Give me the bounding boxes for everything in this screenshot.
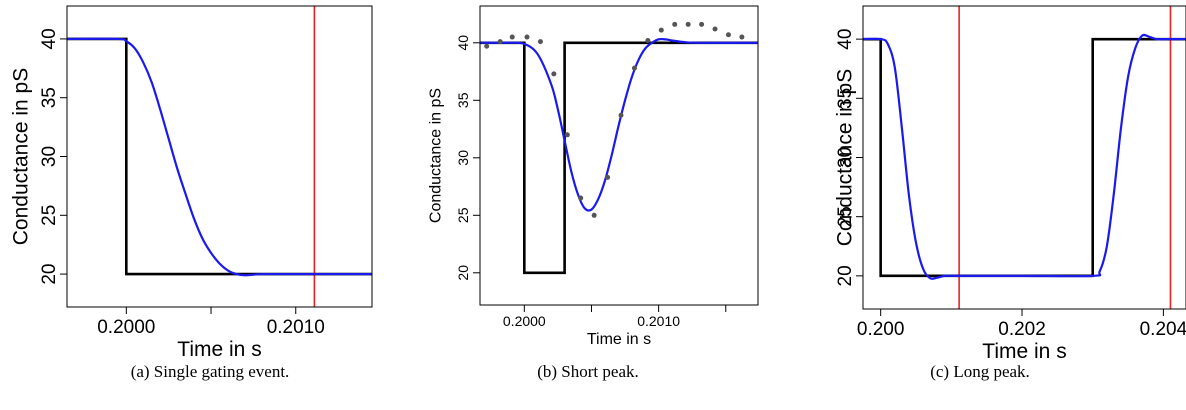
data-point-b (685, 21, 691, 27)
y-tick-label-a: 40 (39, 28, 60, 49)
data-point-b (605, 174, 611, 180)
data-point-b (551, 71, 557, 77)
y-tick-label-b: 25 (455, 207, 471, 223)
y-tick-label-c: 20 (835, 265, 856, 286)
data-point-b (591, 212, 597, 218)
data-point-b (564, 132, 570, 138)
data-point-b (618, 112, 624, 118)
data-point-b (699, 21, 705, 27)
y-tick-label-a: 20 (39, 264, 60, 285)
y-tick-label-c: 25 (835, 206, 856, 227)
data-point-b (537, 39, 543, 45)
step-line-b (480, 41, 758, 275)
data-point-b (484, 43, 490, 49)
y-tick-label-b: 20 (455, 265, 471, 281)
y-tick-label-c: 30 (835, 147, 856, 168)
y-tick-label-a: 30 (39, 146, 60, 167)
x-axis-title-b: Time in s (587, 331, 651, 348)
caption-c: (c) Long peak. (930, 362, 1030, 381)
y-axis-title-b: Conductance in pS (428, 88, 445, 223)
fit-curve-b (480, 37, 758, 212)
y-axis-title-a: Conductance in pS (10, 68, 33, 245)
data-point-b (645, 38, 651, 43)
x-axis-title-c: Time in s (982, 340, 1066, 360)
chart-b: 0.2000 0.2010 20 25 30 35 40 Time in s Conductan… (428, 5, 759, 348)
data-point-b (672, 21, 678, 27)
plot-frame-c (862, 5, 1186, 310)
caption-b: (b) Short peak. (537, 362, 639, 381)
data-point-b (739, 34, 745, 40)
x-tick-label-c: 0.200 (857, 319, 905, 340)
plot-frame-b (479, 5, 759, 306)
x-tick-label-b: 0.2010 (637, 313, 680, 329)
y-axis-title-c: Conductance in pS (834, 69, 857, 246)
y-tick-label-b: 30 (455, 150, 471, 166)
fit-curve-a (67, 37, 372, 277)
fit-curve-c (863, 33, 1186, 280)
x-tick-label-a: 0.2010 (267, 317, 325, 338)
plot-area-b (480, 21, 758, 275)
data-point-b (658, 27, 664, 33)
plot-area-c (863, 6, 1186, 309)
step-line-a (67, 37, 372, 276)
plot-frame-a (66, 5, 373, 308)
y-tick-label-a: 25 (39, 205, 60, 226)
caption-a: (a) Single gating event. (130, 362, 290, 381)
y-tick-label-b: 40 (455, 35, 471, 51)
data-point-b (725, 32, 731, 38)
step-line-c (863, 37, 1186, 278)
y-tick-label-b: 35 (455, 92, 471, 108)
data-point-b (712, 26, 718, 32)
y-tick-label-c: 40 (835, 29, 856, 50)
x-tick-label-c: 0.202 (998, 319, 1046, 340)
data-point-b (509, 34, 515, 40)
x-axis-title-a: Time in s (177, 338, 261, 360)
data-point-b (631, 65, 637, 71)
x-tick-label-a: 0.2000 (97, 317, 155, 338)
x-tick-label-c: 0.204 (1140, 319, 1186, 340)
chart-a: 0.2000 0.2010 20 25 30 35 40 Time in s Conductan… (10, 5, 373, 360)
data-point-b (497, 39, 503, 45)
y-tick-label-c: 35 (835, 88, 856, 109)
x-tick-label-b: 0.2000 (503, 313, 546, 329)
figure: 0.2000 0.2010 20 25 30 35 40 Time in s Conductan… (10, 5, 1186, 360)
data-point-b (578, 195, 584, 201)
y-tick-label-a: 35 (39, 87, 60, 108)
chart-c: 0.200 0.202 0.204 20 25 30 35 40 Time in s Conduc… (834, 5, 1186, 360)
data-point-b (524, 34, 530, 40)
plot-area-a (67, 6, 372, 307)
